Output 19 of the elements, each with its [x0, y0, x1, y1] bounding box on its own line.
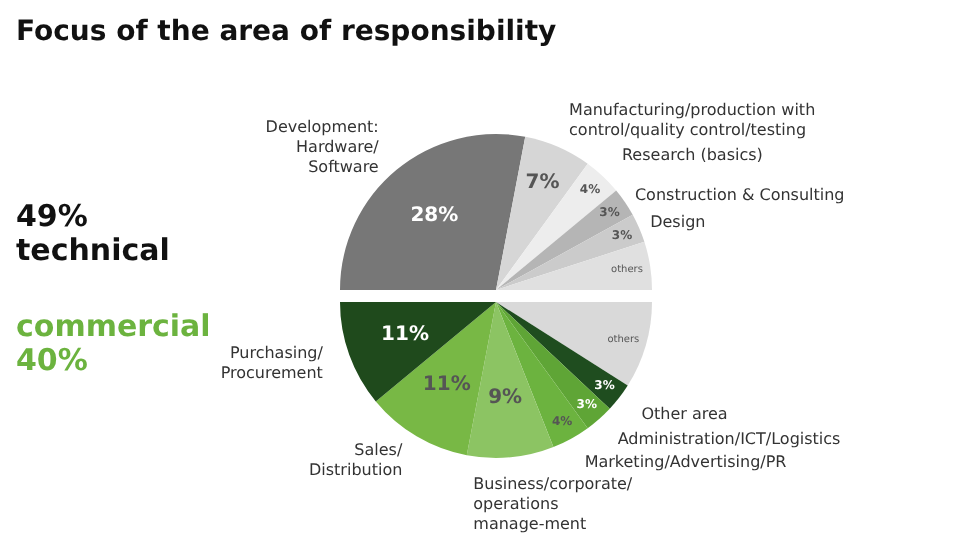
- slice-label: Research (basics): [621, 146, 763, 165]
- slice-label: Construction & Consulting: [634, 185, 845, 204]
- slice-label: Development: Hardware/Software: [265, 118, 380, 177]
- chart-title: Focus of the area of responsibility: [16, 16, 557, 48]
- text: 49% technical: [16, 198, 170, 268]
- slice-label: Manufacturing/production with control/quality control/testing: [569, 101, 816, 140]
- data-label: 11%: [381, 323, 429, 346]
- slice-label: Purchasing/Procurement: [220, 344, 324, 383]
- text: commercial 40%: [16, 308, 211, 378]
- slice-label: Marketing/Advertising/PR: [584, 453, 788, 472]
- data-label: 11%: [422, 374, 471, 397]
- data-label: 7%: [525, 171, 560, 194]
- slice-label: Administration/ICT/Logistics: [617, 430, 841, 449]
- data-label: 9%: [488, 387, 523, 410]
- data-label: 28%: [410, 204, 459, 227]
- slice-label: Sales/Distribution: [308, 440, 403, 479]
- slice-label: Other area: [641, 404, 728, 423]
- slice-label: Business/corporate/operations manage-ment: [473, 475, 633, 534]
- slice-label: Design: [650, 213, 706, 232]
